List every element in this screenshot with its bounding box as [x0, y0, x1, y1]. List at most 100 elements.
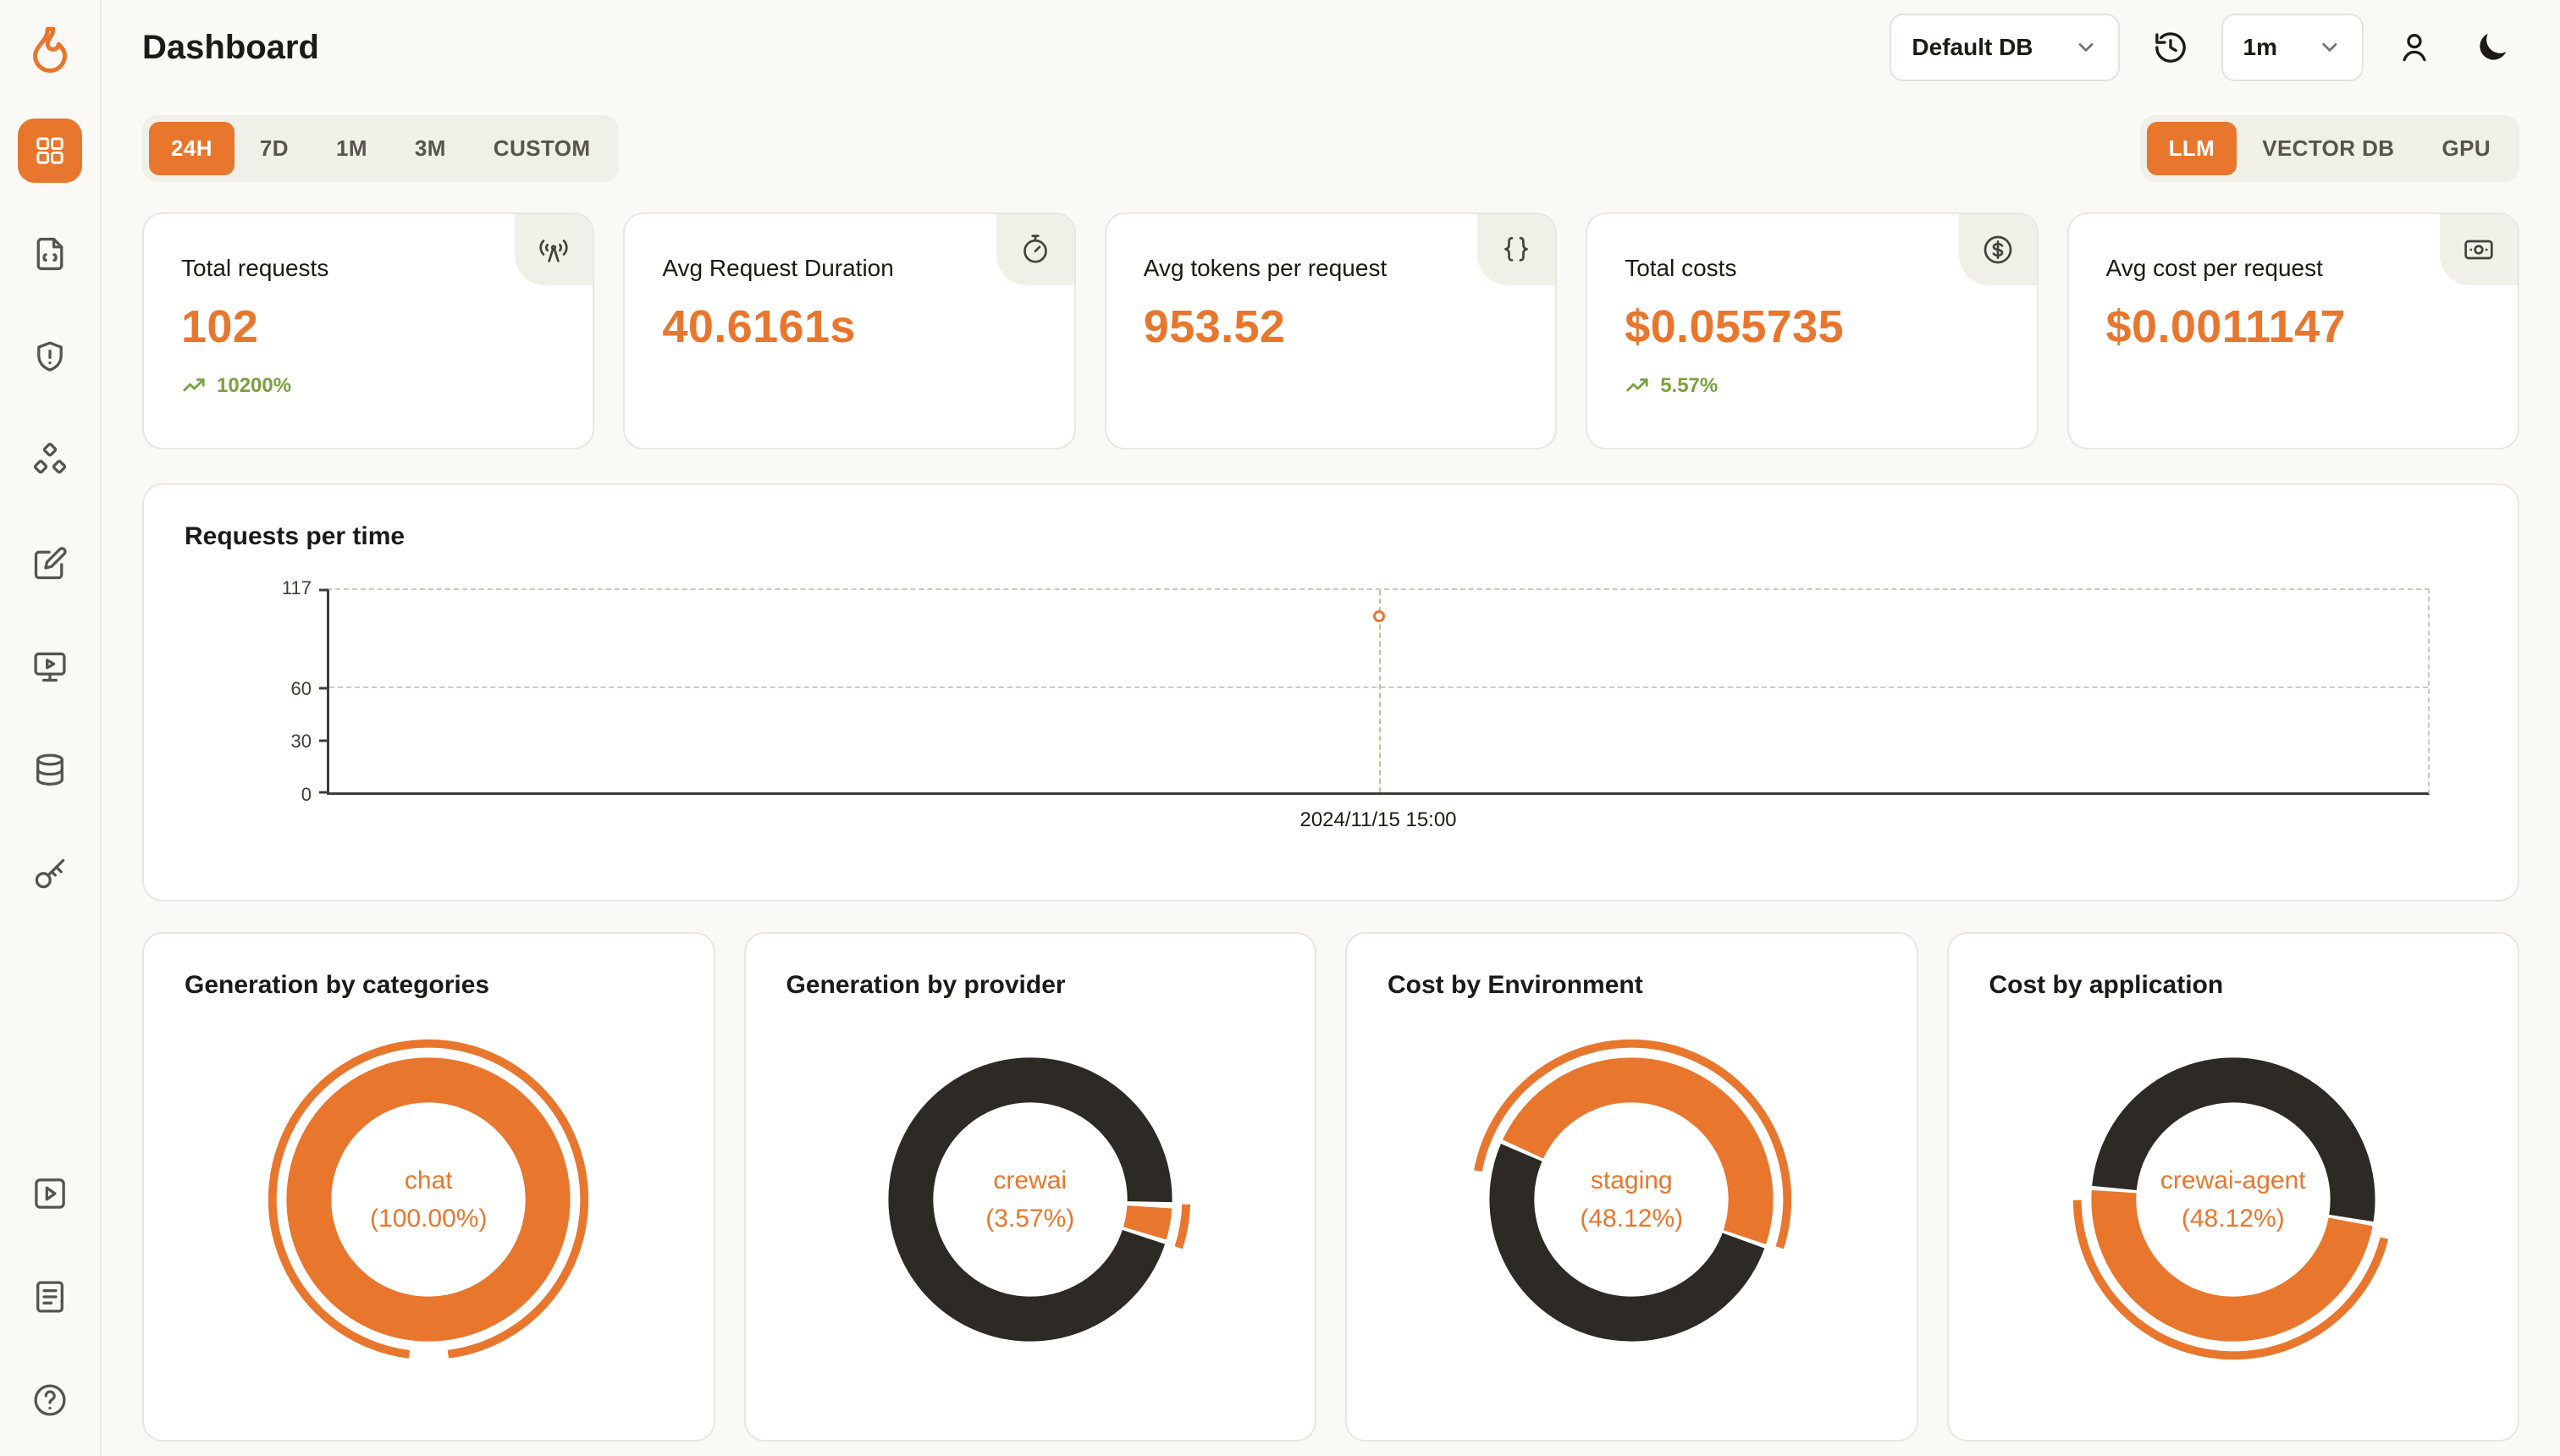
- pie-card-generation-by-categories: Generation by categories chat (100.00%): [142, 932, 715, 1442]
- chart-title: Requests per time: [185, 522, 406, 550]
- sidebar-item-playground[interactable]: [18, 635, 82, 699]
- donut-center-pct: (48.12%): [1580, 1205, 1684, 1233]
- tabs-row: 24H 7D 1M 3M CUSTOM LLM VECTOR DB GPU: [142, 115, 2519, 182]
- document-lines-icon: [36, 1281, 63, 1313]
- scope-tabs: LLM VECTOR DB GPU: [2139, 115, 2519, 182]
- donut-center-pct: (48.12%): [2181, 1205, 2285, 1233]
- stat-card-avg-duration: Avg Request Duration 40.6161s: [623, 212, 1076, 449]
- donut-chart: [2072, 1039, 2393, 1360]
- monitor-play-icon: [34, 652, 66, 682]
- interval-select[interactable]: 1m: [2221, 14, 2364, 81]
- tab-3m[interactable]: 3M: [393, 122, 468, 175]
- stat-label: Avg cost per request: [2105, 255, 2323, 281]
- gridline: [329, 687, 2428, 689]
- y-tick-label: 0: [301, 784, 312, 805]
- user-icon: [2403, 34, 2426, 62]
- time-range-tabs: 24H 7D 1M 3M CUSTOM: [142, 115, 620, 182]
- history-icon: [2154, 32, 2186, 63]
- tab-1m[interactable]: 1M: [314, 122, 389, 175]
- donut-center-label: crewai-agent (48.12%): [2067, 1034, 2399, 1365]
- donut-center-label: chat (100.00%): [262, 1034, 594, 1365]
- y-tick-mark: [319, 791, 328, 794]
- line-plot: [319, 588, 2430, 795]
- donut-center-pct: (100.00%): [370, 1205, 488, 1233]
- sidebar-item-getting-started[interactable]: [18, 1161, 82, 1226]
- boxes-icon: [33, 443, 67, 474]
- sidebar-item-support[interactable]: [18, 1368, 82, 1432]
- donut-center-name: staging: [1590, 1166, 1673, 1194]
- y-tick-mark: [319, 739, 328, 742]
- sidebar-item-requests[interactable]: [18, 222, 82, 286]
- key-icon: [35, 858, 65, 889]
- interval-select-value: 1m: [2243, 34, 2277, 60]
- sidebar-item-api-keys[interactable]: [18, 841, 82, 906]
- stat-card-avg-cost: Avg cost per request $0.0011147: [2066, 212, 2519, 449]
- stat-delta: 5.57%: [1625, 373, 1999, 399]
- y-tick-label: 30: [290, 731, 312, 753]
- tab-24h[interactable]: 24H: [149, 122, 234, 175]
- radio-tower-icon: [515, 214, 593, 285]
- banknote-icon: [2440, 214, 2518, 285]
- profile-button[interactable]: [2387, 20, 2441, 74]
- y-tick-mark: [319, 687, 328, 690]
- pie-title: Cost by application: [1989, 971, 2224, 999]
- donut-wrap: crewai (3.57%): [864, 1034, 1196, 1365]
- grid-icon: [36, 137, 63, 164]
- donut-center-name: chat: [404, 1166, 453, 1194]
- y-tick-label: 60: [290, 677, 312, 699]
- stat-card-total-requests: Total requests 102 10200%: [142, 212, 595, 449]
- pie-title: Generation by provider: [786, 971, 1066, 999]
- donut-wrap: crewai-agent (48.12%): [2067, 1034, 2399, 1365]
- sidebar-item-vault[interactable]: [18, 532, 82, 596]
- stat-delta: 10200%: [181, 373, 555, 399]
- trend-up-icon: [183, 378, 205, 392]
- stat-value: 953.52: [1143, 301, 1286, 352]
- tab-vector-db[interactable]: VECTOR DB: [2240, 122, 2416, 175]
- stat-value: 40.6161s: [662, 301, 856, 352]
- stat-card-avg-tokens: Avg tokens per request 953.52: [1104, 212, 1558, 449]
- plot-zone: 2024/11/15 15:00 0 30 60 117: [282, 577, 2430, 831]
- donut-chart: [268, 1039, 589, 1360]
- donut-chart: [1471, 1039, 1792, 1360]
- refresh-history-button[interactable]: [2143, 20, 2198, 74]
- timer-icon: [996, 214, 1074, 285]
- stats-row: Total requests 102 10200%: [142, 212, 2519, 449]
- moon-icon: [2480, 33, 2507, 60]
- sidebar: [0, 0, 102, 1456]
- donut-center-pct: (3.57%): [985, 1205, 1075, 1233]
- donut-chart: [869, 1039, 1190, 1360]
- file-json-icon: [36, 237, 63, 271]
- donut-center-label: staging (48.12%): [1465, 1034, 1797, 1365]
- stat-delta-value: 5.57%: [1660, 374, 1719, 397]
- chevron-down-icon: [2318, 36, 2342, 59]
- braces-icon: [1477, 214, 1556, 285]
- sidebar-item-exceptions[interactable]: [18, 325, 82, 389]
- sidebar-item-documentation[interactable]: [18, 1265, 82, 1329]
- stat-delta-value: 10200%: [217, 374, 292, 397]
- y-tick-label: 117: [281, 577, 312, 598]
- sidebar-item-databases[interactable]: [18, 738, 82, 802]
- pie-card-generation-by-provider: Generation by provider crewai (3.57%): [743, 932, 1316, 1442]
- stat-label: Avg Request Duration: [662, 255, 894, 281]
- tab-custom[interactable]: CUSTOM: [472, 122, 613, 175]
- sidebar-nav: [18, 119, 82, 906]
- sidebar-item-prompt-hub[interactable]: [18, 428, 82, 493]
- sidebar-item-dashboard[interactable]: [18, 119, 82, 183]
- main-area: Dashboard Default DB 1m: [102, 0, 2560, 1456]
- database-select[interactable]: Default DB: [1890, 14, 2120, 81]
- database-icon: [36, 753, 63, 786]
- dark-mode-toggle[interactable]: [2465, 20, 2519, 74]
- pies-row: Generation by categories chat (100.00%) …: [142, 932, 2519, 1442]
- top-header: Dashboard Default DB 1m: [102, 0, 2560, 95]
- tab-gpu[interactable]: GPU: [2419, 122, 2513, 175]
- stat-label: Total costs: [1625, 255, 1737, 281]
- pie-title: Generation by categories: [185, 971, 490, 999]
- pie-card-cost-by-environment: Cost by Environment staging (48.12%): [1345, 932, 1918, 1442]
- stat-label: Avg tokens per request: [1143, 255, 1388, 281]
- database-select-value: Default DB: [1912, 34, 2033, 60]
- stat-label: Total requests: [181, 255, 329, 281]
- tab-llm[interactable]: LLM: [2146, 122, 2237, 175]
- tab-7d[interactable]: 7D: [238, 122, 311, 175]
- page-title: Dashboard: [142, 28, 319, 66]
